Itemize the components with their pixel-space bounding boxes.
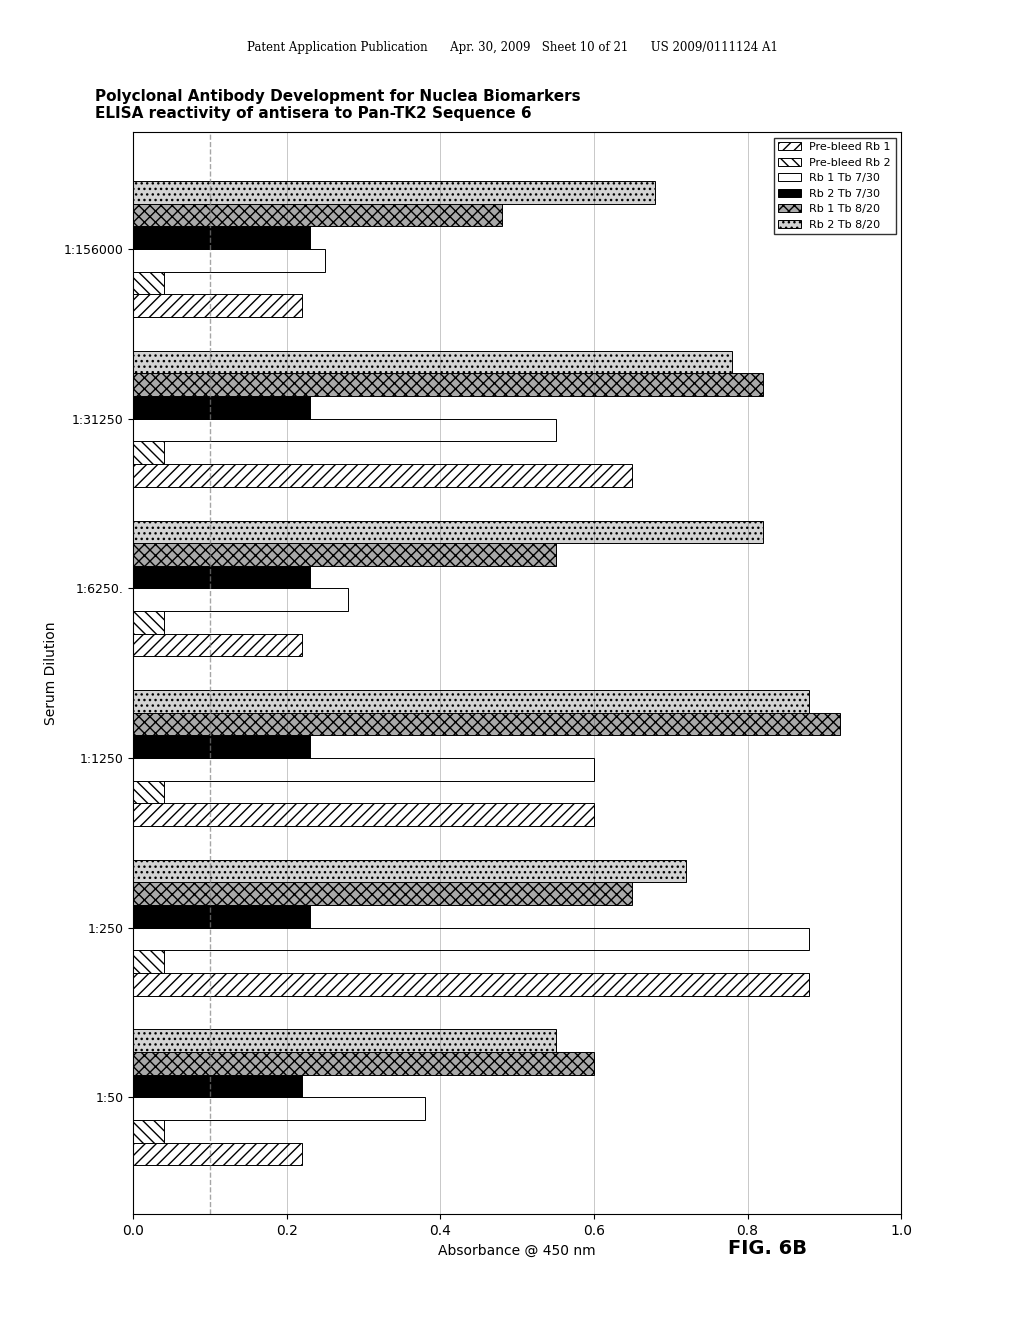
Bar bbox=[133, 883, 633, 906]
Bar bbox=[133, 272, 164, 294]
Bar bbox=[133, 1119, 164, 1143]
Bar bbox=[133, 780, 164, 804]
Bar bbox=[133, 906, 309, 928]
Y-axis label: Serum Dilution: Serum Dilution bbox=[44, 622, 58, 725]
Bar bbox=[133, 294, 302, 317]
Text: Patent Application Publication      Apr. 30, 2009   Sheet 10 of 21      US 2009/: Patent Application Publication Apr. 30, … bbox=[247, 41, 777, 54]
Bar bbox=[133, 351, 732, 374]
Bar bbox=[133, 1143, 302, 1166]
Bar bbox=[133, 441, 164, 463]
Bar bbox=[133, 735, 309, 758]
Bar bbox=[133, 611, 164, 634]
Bar bbox=[133, 181, 655, 203]
Bar bbox=[133, 1030, 555, 1052]
Bar bbox=[133, 543, 555, 566]
Bar bbox=[133, 859, 686, 883]
Bar bbox=[133, 396, 309, 418]
Bar bbox=[133, 973, 809, 995]
Bar bbox=[133, 758, 594, 780]
Legend: Pre-bleed Rb 1, Pre-bleed Rb 2, Rb 1 Tb 7/30, Rb 2 Tb 7/30, Rb 1 Tb 8/20, Rb 2 T: Pre-bleed Rb 1, Pre-bleed Rb 2, Rb 1 Tb … bbox=[774, 137, 896, 234]
Bar bbox=[133, 804, 594, 826]
Bar bbox=[133, 418, 555, 441]
Bar bbox=[133, 690, 809, 713]
Bar bbox=[133, 1074, 302, 1097]
Bar bbox=[133, 203, 502, 227]
Bar bbox=[133, 566, 309, 589]
X-axis label: Absorbance @ 450 nm: Absorbance @ 450 nm bbox=[438, 1243, 596, 1258]
Bar bbox=[133, 249, 326, 272]
Bar bbox=[133, 463, 633, 487]
Bar bbox=[133, 1097, 425, 1119]
Bar bbox=[133, 227, 309, 249]
Bar bbox=[133, 713, 840, 735]
Text: FIG. 6B: FIG. 6B bbox=[728, 1239, 808, 1258]
Bar bbox=[133, 1052, 594, 1074]
Bar bbox=[133, 374, 763, 396]
Bar bbox=[133, 928, 809, 950]
Bar bbox=[133, 520, 763, 543]
Bar bbox=[133, 950, 164, 973]
Bar bbox=[133, 589, 348, 611]
Bar bbox=[133, 634, 302, 656]
Text: Polyclonal Antibody Development for Nuclea Biomarkers
ELISA reactivity of antise: Polyclonal Antibody Development for Nucl… bbox=[94, 88, 581, 121]
